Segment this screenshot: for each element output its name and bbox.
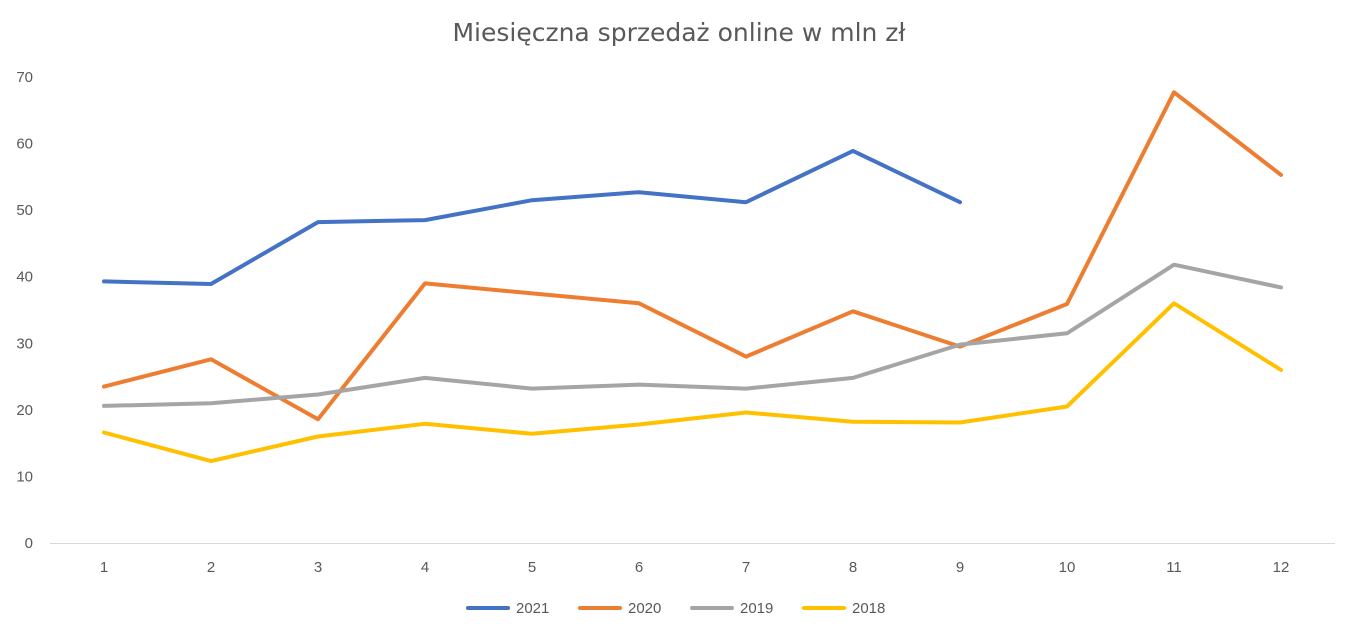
y-tick-label: 20 — [16, 402, 33, 419]
x-tick-label: 9 — [956, 559, 964, 576]
x-tick-label: 6 — [635, 559, 643, 576]
x-tick-label: 10 — [1059, 559, 1076, 576]
x-tick-label: 5 — [528, 559, 536, 576]
y-tick-label: 30 — [16, 335, 33, 352]
x-tick-label: 2 — [207, 559, 215, 576]
series-lines — [102, 90, 1283, 464]
y-tick-label: 10 — [16, 468, 33, 485]
legend-label: 2020 — [628, 600, 661, 617]
chart-title: Miesięczna sprzedaż online w mln zł — [452, 18, 906, 47]
y-tick-label: 0 — [25, 535, 33, 552]
y-tick-label: 70 — [16, 69, 33, 86]
x-tick-label: 1 — [100, 559, 108, 576]
x-tick-label: 3 — [314, 559, 322, 576]
series-line-2019 — [102, 262, 1283, 408]
x-tick-label: 4 — [421, 559, 429, 576]
y-tick-label: 50 — [16, 202, 33, 219]
y-axis-tick-labels: 0 10 20 30 40 50 60 70 — [16, 69, 33, 552]
legend: 2021 2020 2019 2018 — [466, 600, 885, 617]
x-tick-label: 12 — [1273, 559, 1290, 576]
legend-label: 2019 — [740, 600, 773, 617]
series-line-2018 — [102, 301, 1283, 464]
x-tick-label: 11 — [1166, 559, 1182, 576]
x-tick-label: 8 — [849, 559, 857, 576]
legend-label: 2021 — [516, 600, 549, 617]
y-tick-label: 60 — [16, 136, 33, 153]
legend-label: 2018 — [852, 600, 885, 617]
x-axis-tick-labels: 1 2 3 4 5 6 7 8 9 10 11 12 — [100, 559, 1290, 576]
series-line-2021 — [102, 148, 962, 286]
x-tick-label: 7 — [742, 559, 750, 576]
series-line-2020 — [102, 90, 1283, 422]
y-tick-label: 40 — [16, 269, 33, 286]
